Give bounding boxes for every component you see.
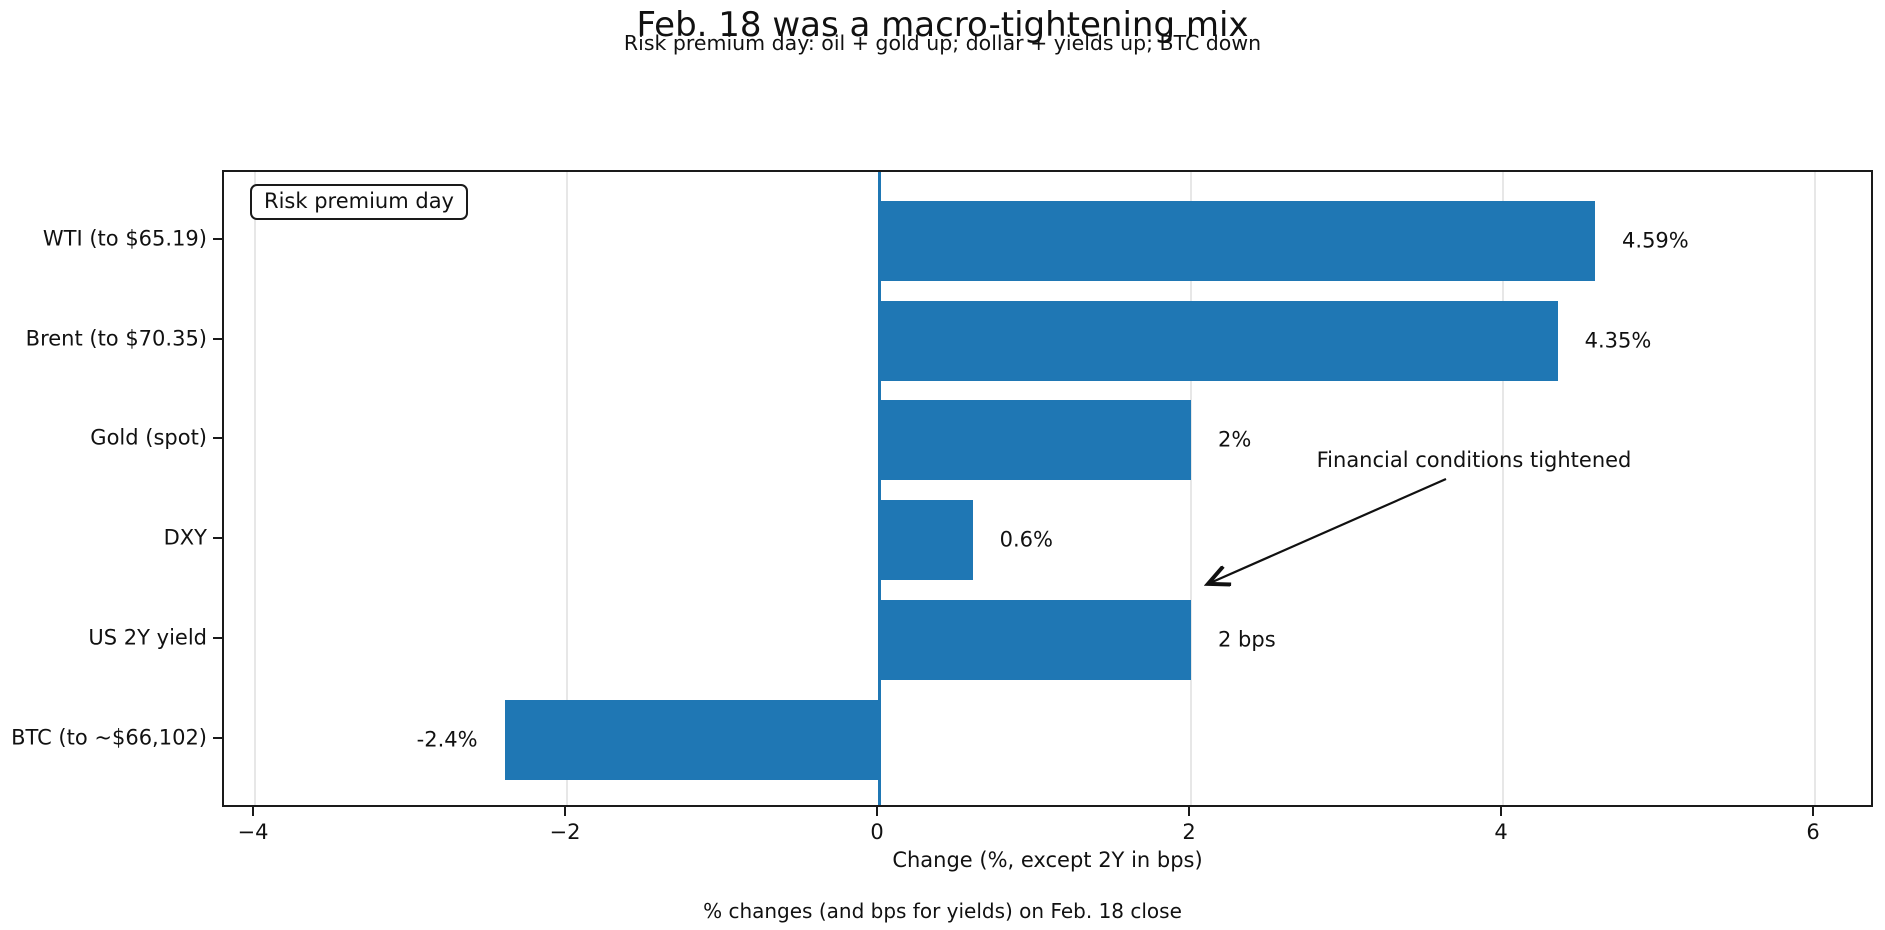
x-axis-tick: [1188, 807, 1190, 816]
bar-value-label: 0.6%: [999, 527, 1053, 552]
x-gridline: [1190, 172, 1192, 805]
x-gridline: [1502, 172, 1504, 805]
plot-area: 4.59% 4.35% 2% 0.6% 2 bps -2.4% Financial con…: [222, 170, 1873, 807]
x-tick-label: 6: [1806, 820, 1820, 844]
x-tick-label: −4: [237, 820, 269, 844]
chart-title: Feb. 18 was a macro-tightening mix: [636, 5, 1249, 45]
y-axis-tick: [213, 437, 222, 440]
x-gridline: [1814, 172, 1816, 805]
bar-value-label: 2 bps: [1218, 627, 1276, 652]
y-category-label: DXY: [163, 525, 207, 550]
chart-bar: [879, 500, 973, 581]
zero-baseline: [878, 172, 881, 805]
annotation-label: Financial conditions tightened: [1316, 448, 1632, 472]
y-axis-tick: [213, 238, 222, 240]
y-axis-tick: [213, 636, 222, 639]
chart-bar: [879, 300, 1558, 381]
x-axis-title: Change (%, except 2Y in bps): [892, 848, 1203, 872]
x-axis-tick: [876, 807, 878, 816]
x-gridline: [566, 172, 568, 805]
footer-caption: % changes (and bps for yields) on Feb. 1…: [703, 899, 1182, 923]
x-tick-label: 4: [1494, 820, 1508, 844]
y-category-label: Gold (spot): [90, 425, 207, 450]
legend-label: Risk premium day: [264, 189, 454, 213]
y-category-label: BTC (to ~$66,102): [11, 725, 207, 750]
x-tick-label: 2: [1182, 820, 1196, 844]
chart-bar: [504, 699, 879, 780]
x-tick-label: −2: [549, 820, 581, 844]
x-tick-label: 0: [870, 820, 884, 844]
bar-value-label: 2%: [1218, 427, 1252, 452]
x-axis-tick: [564, 807, 566, 816]
x-axis-tick: [252, 807, 254, 816]
chart-subtitle: Risk premium day: oil + gold up; dollar …: [623, 31, 1262, 55]
bar-value-label: -2.4%: [416, 727, 478, 752]
x-axis-tick: [1812, 807, 1814, 816]
chart-bar: [879, 599, 1191, 680]
y-category-label: US 2Y yield: [88, 625, 207, 650]
y-axis-tick: [213, 537, 222, 540]
legend-box: Risk premium day: [250, 184, 468, 220]
chart-bar: [879, 201, 1596, 281]
y-category-label: Brent (to $70.35): [25, 326, 207, 351]
x-gridline: [254, 172, 256, 805]
y-category-label: WTI (to $65.19): [42, 226, 207, 251]
chart-bar: [879, 400, 1191, 481]
bar-value-label: 4.59%: [1622, 228, 1689, 253]
y-axis-tick: [213, 337, 222, 340]
bar-value-label: 4.35%: [1584, 328, 1652, 353]
y-axis-tick: [213, 736, 222, 739]
x-axis-tick: [1500, 807, 1502, 816]
